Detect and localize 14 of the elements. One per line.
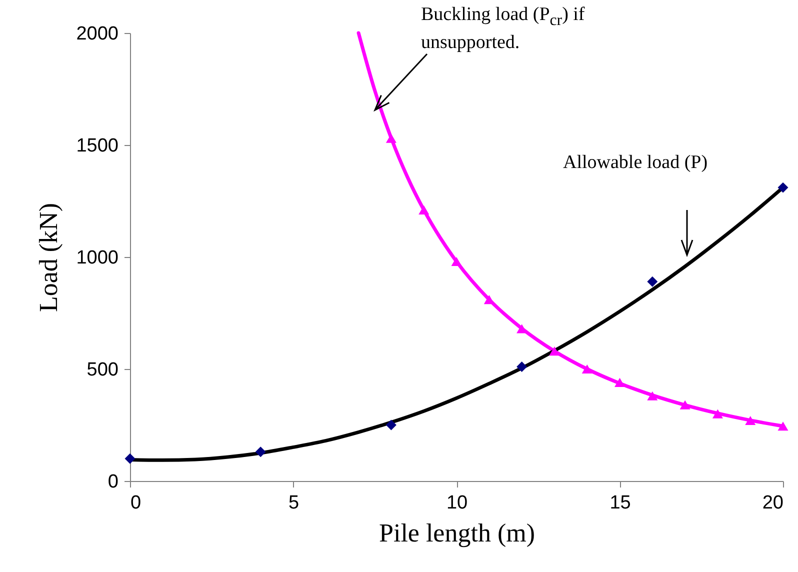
- x-tick-label: 0: [130, 492, 142, 514]
- x-tick-label: 15: [610, 492, 631, 514]
- x-tick-label: 5: [288, 492, 300, 514]
- y-tick-label: 500: [86, 360, 118, 380]
- annotation: Allowable load (P): [563, 152, 709, 174]
- y-tick-label: 1000: [76, 248, 118, 268]
- text: Buckling load (P$_{cr}$) if unsupported.: [421, 4, 585, 53]
- y-tick-label: 1500: [76, 136, 118, 156]
- x-axis-title: Pile length (m): [379, 518, 535, 548]
- y-tick-label: 2000: [76, 24, 118, 44]
- y-axis-title: Load (kN): [34, 202, 64, 312]
- y-tick-label: 0: [108, 472, 118, 492]
- x-tick-label: 20: [762, 492, 784, 514]
- x-tick-label: 10: [446, 492, 468, 514]
